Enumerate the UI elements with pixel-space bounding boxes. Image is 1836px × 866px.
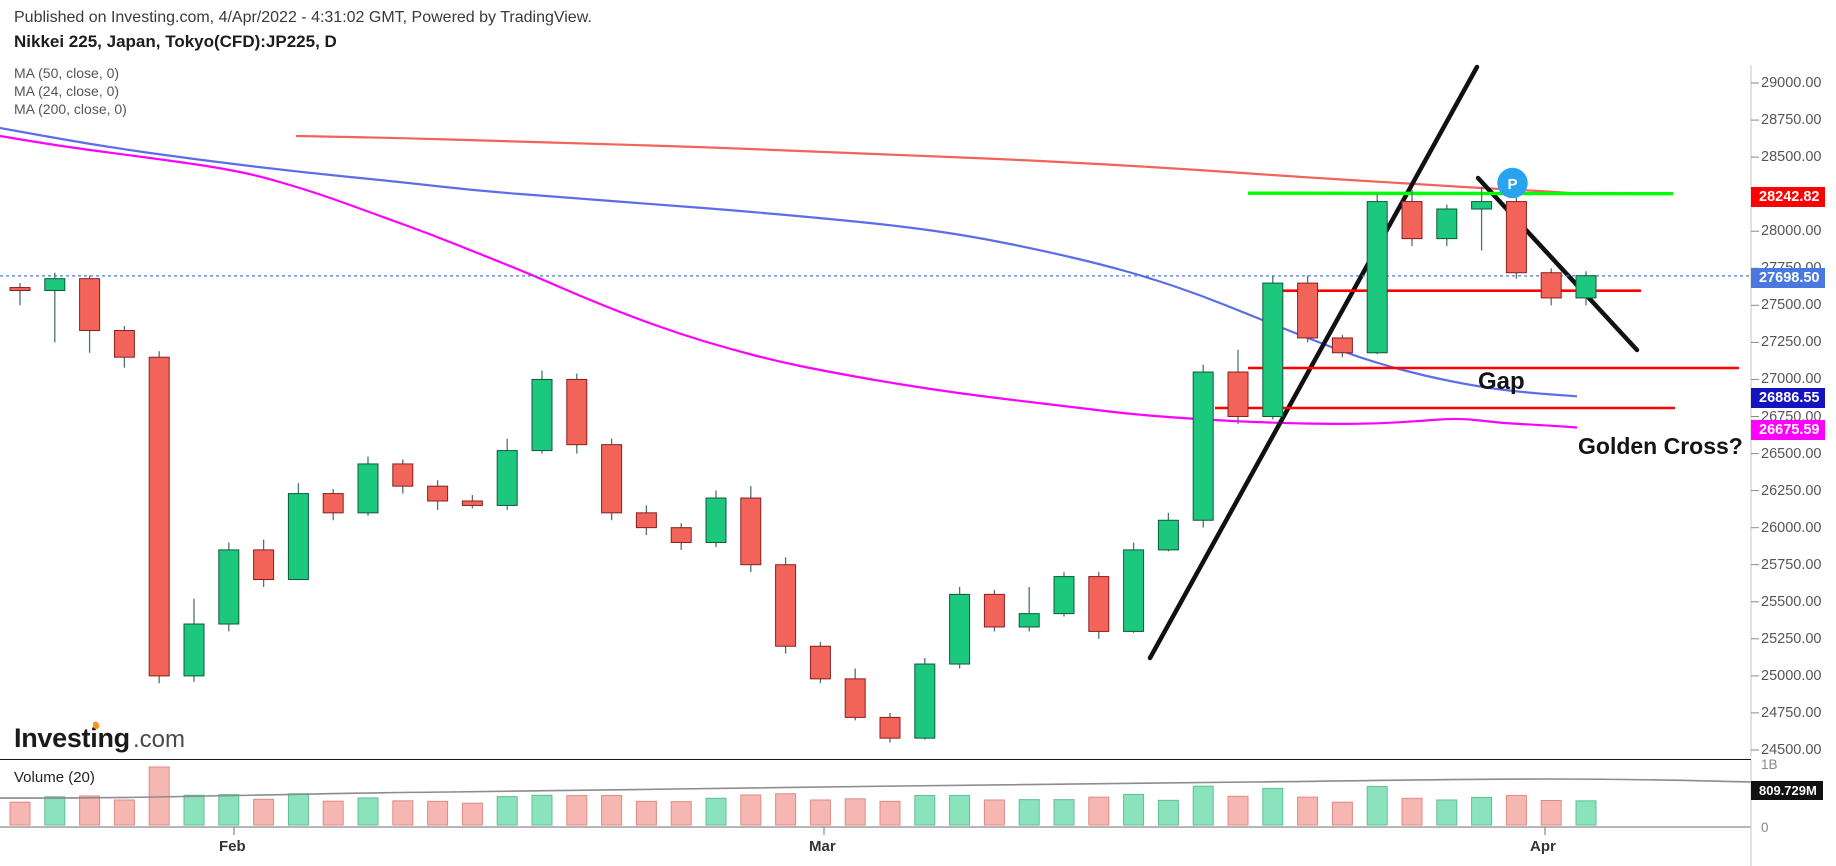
svg-text:Investing: Investing bbox=[14, 723, 130, 753]
svg-text:.com: .com bbox=[133, 726, 185, 753]
svg-text:1B: 1B bbox=[1761, 757, 1778, 772]
svg-text:0: 0 bbox=[1761, 820, 1769, 835]
